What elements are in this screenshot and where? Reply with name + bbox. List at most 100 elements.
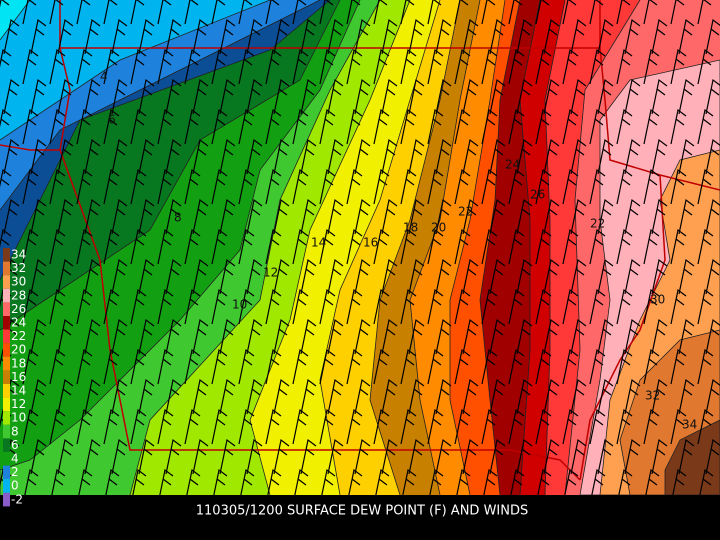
wind-barb bbox=[354, 438, 371, 475]
wind-barb bbox=[705, 318, 720, 355]
wind-barb bbox=[616, 288, 633, 325]
wind-barb bbox=[157, 108, 174, 145]
wind-barb bbox=[564, 468, 579, 495]
wind-barb bbox=[192, 378, 209, 415]
contour-label: 4 bbox=[100, 70, 108, 84]
contour-label: 16 bbox=[363, 236, 378, 250]
wind-barb bbox=[537, 468, 552, 495]
wind-barb bbox=[22, 168, 39, 205]
contour-line bbox=[519, 0, 541, 495]
wind-barb bbox=[570, 258, 587, 295]
wind-barb bbox=[84, 138, 101, 175]
wind-barb bbox=[697, 0, 712, 25]
wind-barb bbox=[3, 18, 20, 55]
wind-barb bbox=[165, 318, 182, 355]
wind-barb bbox=[435, 378, 452, 415]
wind-barb bbox=[211, 168, 228, 205]
wind-barb bbox=[489, 438, 506, 475]
wind-barb bbox=[346, 288, 363, 325]
wind-barb bbox=[211, 48, 228, 85]
wind-barb bbox=[678, 378, 695, 415]
wind-barb bbox=[616, 168, 633, 205]
wind-barb bbox=[219, 318, 236, 355]
wind-barb bbox=[516, 78, 533, 115]
wind-barb bbox=[589, 168, 606, 205]
caption: 110305/1200 SURFACE DEW POINT (F) AND WI… bbox=[196, 504, 529, 519]
wind-barb bbox=[562, 288, 579, 325]
wind-barb bbox=[219, 438, 236, 475]
wind-barb bbox=[192, 138, 209, 175]
wind-barb bbox=[697, 228, 714, 265]
wind-barb bbox=[481, 408, 498, 445]
wind-barb bbox=[265, 288, 282, 325]
wind-barb bbox=[321, 468, 336, 495]
wind-barb bbox=[543, 378, 560, 415]
wind-barb bbox=[76, 348, 93, 385]
wind-barb bbox=[84, 318, 101, 355]
wind-barb bbox=[454, 48, 471, 85]
border bbox=[59, 0, 601, 49]
wind-barb bbox=[22, 0, 37, 25]
legend-swatch bbox=[3, 248, 10, 262]
wind-barb bbox=[435, 438, 452, 475]
wind-barb bbox=[130, 48, 147, 85]
wind-barb bbox=[84, 198, 101, 235]
wind-barb bbox=[427, 348, 444, 385]
wind-barb bbox=[516, 18, 533, 55]
wind-barb bbox=[400, 288, 417, 325]
wind-barb bbox=[22, 288, 39, 325]
wind-barb bbox=[49, 288, 66, 325]
contour-label: 32 bbox=[645, 389, 660, 403]
wind-barb bbox=[157, 48, 174, 85]
wind-barb bbox=[508, 108, 525, 145]
legend-swatch bbox=[3, 356, 10, 371]
wind-barb bbox=[697, 348, 714, 385]
wind-barb bbox=[130, 168, 147, 205]
contour-line bbox=[564, 0, 641, 495]
wind-barb bbox=[672, 468, 687, 495]
wind-barb bbox=[348, 468, 363, 495]
wind-barb bbox=[292, 228, 309, 265]
wind-barb bbox=[186, 468, 201, 495]
legend-swatch bbox=[3, 261, 10, 276]
wind-barb bbox=[346, 228, 363, 265]
wind-barb bbox=[381, 18, 398, 55]
wind-barb bbox=[408, 438, 425, 475]
contour-label: 30 bbox=[650, 293, 665, 307]
legend-label: 24 bbox=[11, 316, 26, 330]
border bbox=[599, 47, 720, 191]
wind-barb bbox=[427, 288, 444, 325]
wind-barb bbox=[597, 198, 614, 235]
wind-barb bbox=[643, 0, 658, 25]
wind-barb bbox=[111, 378, 128, 415]
wind-barb bbox=[651, 138, 668, 175]
wind-barb bbox=[408, 378, 425, 415]
wind-barb bbox=[354, 78, 371, 115]
wind-barb bbox=[246, 18, 263, 55]
wind-barb bbox=[456, 468, 471, 495]
wind-barb bbox=[246, 258, 263, 295]
wind-barb bbox=[300, 138, 317, 175]
wind-barb bbox=[454, 348, 471, 385]
wind-barb bbox=[130, 108, 147, 145]
wind-barb bbox=[678, 258, 695, 295]
wind-barb bbox=[562, 228, 579, 265]
wind-barb bbox=[76, 168, 93, 205]
wind-barb bbox=[651, 318, 668, 355]
wind-barb bbox=[481, 348, 498, 385]
wind-barb bbox=[670, 408, 687, 445]
wind-barb bbox=[462, 18, 479, 55]
wind-barb bbox=[103, 108, 120, 145]
wind-barb bbox=[78, 468, 93, 495]
wind-barb bbox=[624, 438, 641, 475]
wind-barb bbox=[597, 258, 614, 295]
wind-barb bbox=[427, 48, 444, 85]
wind-barb bbox=[265, 408, 282, 445]
wind-barb bbox=[454, 108, 471, 145]
wind-barb bbox=[570, 438, 587, 475]
wind-barb bbox=[57, 198, 74, 235]
wind-barb bbox=[462, 258, 479, 295]
wind-barb bbox=[408, 258, 425, 295]
contour-label: 22 bbox=[590, 217, 605, 231]
wind-barb bbox=[30, 378, 47, 415]
